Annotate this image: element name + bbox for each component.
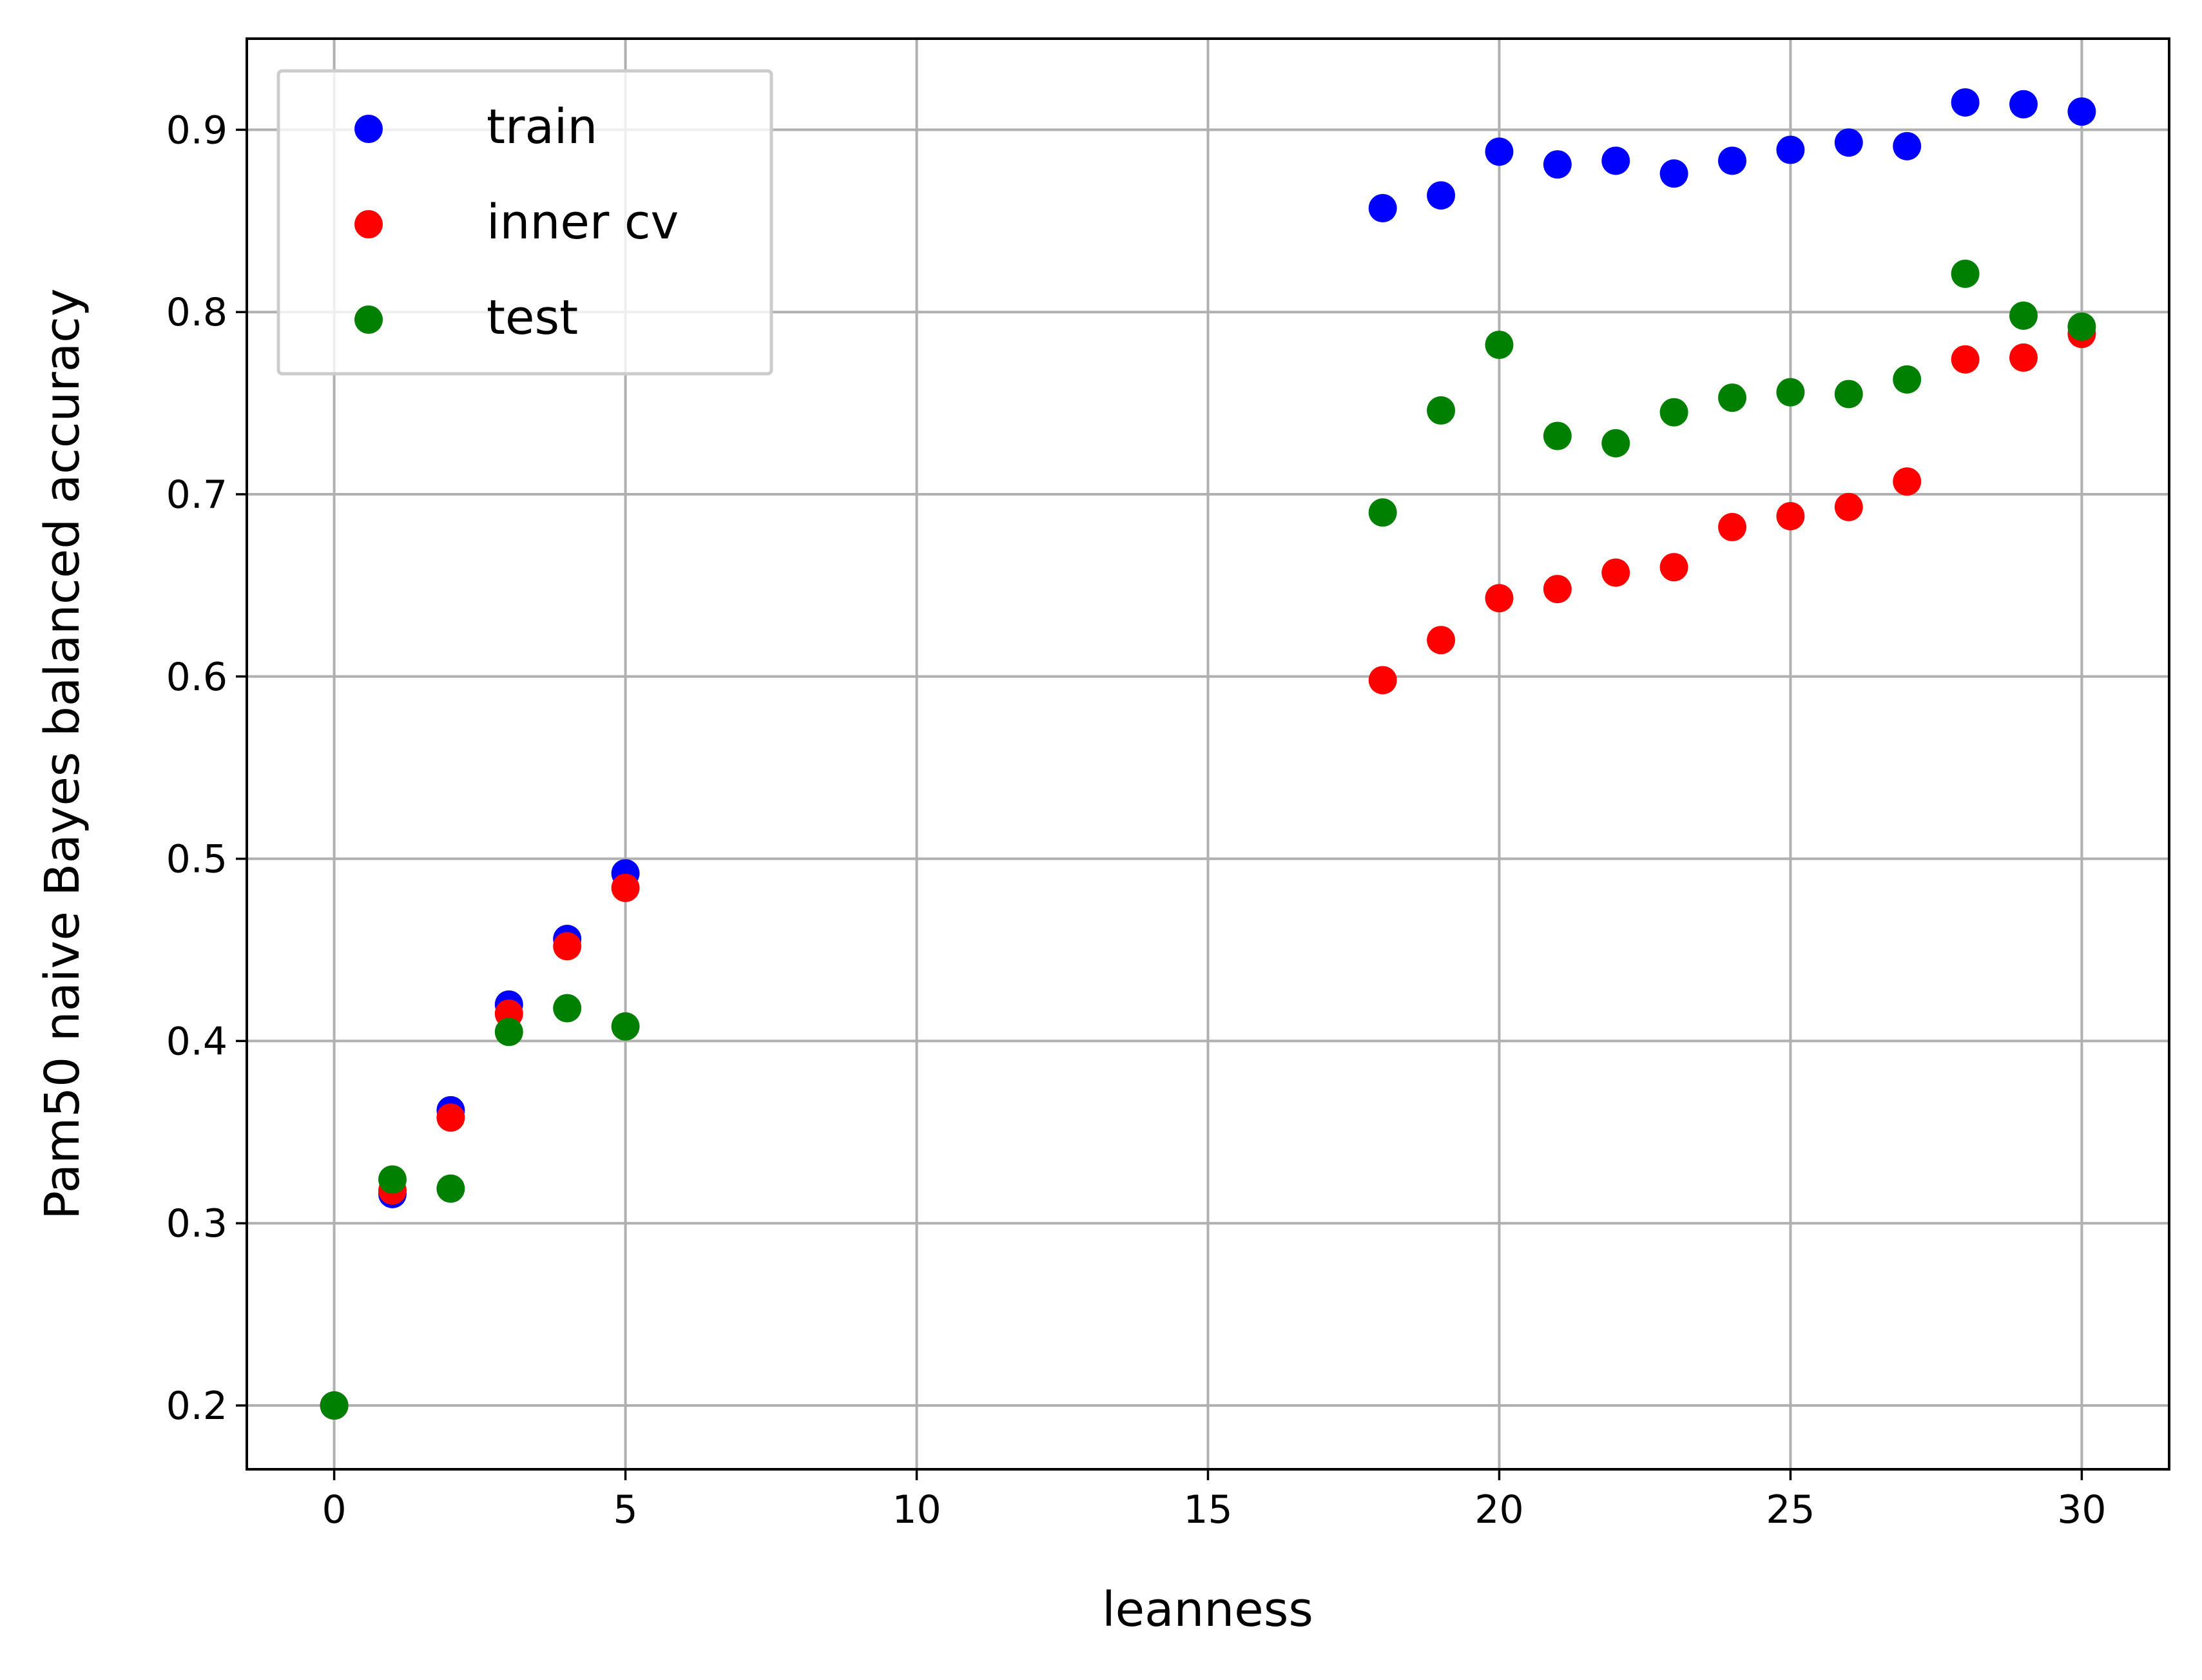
legend-item: inner cv	[354, 195, 679, 250]
data-point	[436, 1103, 465, 1132]
data-point	[1951, 259, 1980, 288]
data-point	[1427, 626, 1456, 655]
data-point	[378, 1165, 407, 1194]
y-tick-label: 0.8	[166, 290, 227, 335]
x-tick-label: 0	[322, 1487, 346, 1532]
data-point	[553, 994, 582, 1023]
x-tick-label: 15	[1183, 1487, 1232, 1532]
y-tick-label: 0.5	[166, 837, 227, 882]
data-point	[611, 1012, 640, 1041]
data-point	[1718, 383, 1747, 412]
legend: train inner cv test	[276, 69, 773, 376]
data-point	[436, 1174, 465, 1203]
grid	[247, 39, 2169, 1469]
legend-label: train	[487, 99, 597, 155]
y-tick-label: 0.6	[166, 655, 227, 700]
data-point	[553, 932, 582, 961]
x-tick-label: 10	[892, 1487, 941, 1532]
y-tick-label: 0.3	[166, 1201, 227, 1246]
data-point	[1543, 575, 1572, 604]
data-point	[2009, 301, 2038, 330]
data-point	[1659, 159, 1688, 188]
y-tick-label: 0.9	[166, 108, 227, 153]
data-point	[2067, 312, 2096, 341]
data-point	[1485, 331, 1514, 360]
data-point	[2009, 90, 2038, 119]
legend-frame	[276, 69, 773, 376]
data-point	[1368, 666, 1397, 695]
y-tick-label: 0.7	[166, 472, 227, 517]
data-point	[1601, 429, 1630, 458]
data-point	[1427, 396, 1456, 425]
data-point	[1951, 345, 1980, 374]
data-point	[1834, 128, 1863, 157]
data-point	[1893, 467, 1922, 496]
x-axis-ticks: 0 5 10 15 20 25 30	[322, 1469, 2107, 1532]
data-point	[1776, 135, 1805, 164]
data-point	[1893, 131, 1922, 160]
data-point	[1893, 365, 1922, 394]
data-point	[1951, 88, 1980, 117]
data-point	[1601, 558, 1630, 587]
data-point	[1659, 398, 1688, 427]
data-point	[1427, 181, 1456, 210]
data-point	[1543, 421, 1572, 450]
data-point	[2067, 97, 2096, 126]
series-test	[320, 259, 2096, 1420]
data-point	[1776, 378, 1805, 407]
data-point	[1718, 146, 1747, 175]
x-axis-label: leanness	[1102, 1582, 1313, 1637]
legend-marker	[354, 305, 383, 334]
data-point	[2009, 343, 2038, 372]
data-point	[1543, 150, 1572, 179]
data-point	[1368, 194, 1397, 223]
data-point	[1485, 137, 1514, 166]
data-point	[1718, 512, 1747, 541]
data-point	[320, 1391, 349, 1420]
legend-label: inner cv	[487, 195, 679, 250]
legend-label: test	[487, 290, 578, 345]
legend-marker	[354, 115, 383, 143]
y-axis-label: Pam50 naive Bayes balanced accuracy	[35, 288, 90, 1219]
x-tick-label: 5	[613, 1487, 637, 1532]
data-point	[611, 873, 640, 902]
y-tick-label: 0.4	[166, 1019, 227, 1064]
x-tick-label: 20	[1474, 1487, 1523, 1532]
y-axis-ticks: 0.2 0.3 0.4 0.5 0.6 0.7 0.8 0.9	[166, 108, 247, 1429]
data-point	[1834, 380, 1863, 409]
data-point	[1659, 553, 1688, 582]
data-point	[1601, 146, 1630, 175]
data-points	[320, 88, 2096, 1420]
data-point	[494, 1018, 523, 1047]
data-point	[1776, 501, 1805, 530]
data-point	[1368, 498, 1397, 527]
legend-marker	[354, 210, 383, 238]
data-point	[1834, 492, 1863, 521]
x-tick-label: 30	[2057, 1487, 2106, 1532]
y-tick-label: 0.2	[166, 1384, 227, 1429]
legend-item: test	[354, 290, 578, 345]
legend-item: train	[354, 99, 597, 155]
x-tick-label: 25	[1766, 1487, 1815, 1532]
data-point	[1485, 584, 1514, 613]
